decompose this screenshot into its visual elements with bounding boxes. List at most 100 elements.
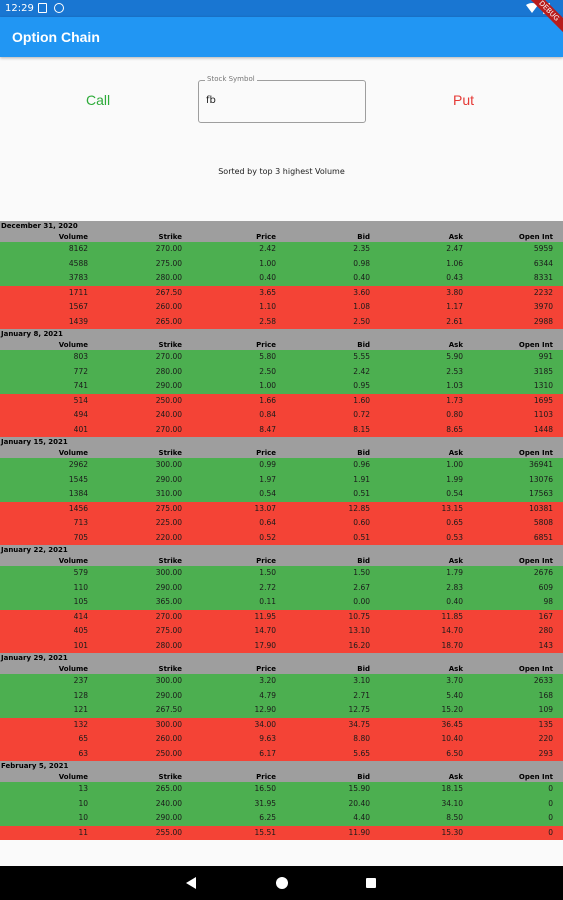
- stock-symbol-field[interactable]: Stock Symbol fb: [198, 75, 366, 123]
- option-cell: 13.07: [254, 503, 276, 513]
- option-cell: 280.00: [155, 366, 182, 376]
- option-cell: 98: [543, 597, 553, 606]
- put-button[interactable]: Put: [453, 92, 475, 108]
- option-cell: 401: [73, 424, 88, 434]
- option-cell: 109: [538, 705, 553, 714]
- option-cell: 11: [78, 827, 88, 837]
- option-cell: 168: [538, 690, 553, 700]
- column-header: Price: [256, 233, 276, 241]
- call-option-row[interactable]: 13 265.00 16.50 15.90 18.15 0: [0, 782, 563, 797]
- call-option-row[interactable]: 10 290.00 6.25 4.40 8.50 0: [0, 811, 563, 826]
- option-cell: 6.17: [259, 748, 276, 758]
- option-cell: 2.35: [353, 244, 370, 253]
- option-cell: 6851: [533, 532, 553, 542]
- option-cell: 63: [78, 748, 88, 758]
- put-option-row[interactable]: 1456 275.00 13.07 12.85 13.15 10381: [0, 501, 563, 516]
- expiry-date: January 29, 2021: [1, 654, 68, 662]
- put-option-row[interactable]: 132 300.00 34.00 34.75 36.45 135: [0, 717, 563, 732]
- option-cell: 1456: [68, 503, 88, 513]
- option-cell: 1384: [68, 489, 88, 498]
- option-cell: 514: [73, 395, 88, 405]
- column-header: Price: [256, 665, 276, 673]
- call-option-row[interactable]: 121 267.50 12.90 12.75 15.20 109: [0, 703, 563, 718]
- option-cell: 3783: [68, 273, 88, 282]
- call-option-row[interactable]: 110 290.00 2.72 2.67 2.83 609: [0, 580, 563, 595]
- call-option-row[interactable]: 1384 310.00 0.54 0.51 0.54 17563: [0, 487, 563, 502]
- option-cell: 15.90: [348, 784, 370, 793]
- put-option-row[interactable]: 401 270.00 8.47 8.15 8.65 1448: [0, 422, 563, 437]
- option-cell: 2.42: [353, 366, 370, 376]
- option-cell: 1.06: [446, 258, 463, 268]
- option-cell: 0.00: [353, 597, 370, 606]
- call-option-row[interactable]: 741 290.00 1.00 0.95 1.03 1310: [0, 379, 563, 394]
- option-cell: 2.42: [259, 244, 276, 253]
- option-cell: 0.51: [353, 489, 370, 498]
- option-cell: 0.40: [446, 597, 463, 606]
- put-option-row[interactable]: 705 220.00 0.52 0.51 0.53 6851: [0, 530, 563, 545]
- option-cell: 1310: [533, 381, 553, 390]
- put-option-row[interactable]: 1567 260.00 1.10 1.08 1.17 3970: [0, 300, 563, 315]
- option-cell: 8162: [68, 244, 88, 253]
- call-option-row[interactable]: 1545 290.00 1.97 1.91 1.99 13076: [0, 472, 563, 487]
- expiry-group-header: January 29, 2021 Volume Strike Price Bid Ask O…: [0, 653, 563, 674]
- call-option-row[interactable]: 3783 280.00 0.40 0.40 0.43 8331: [0, 271, 563, 286]
- option-cell: 2.72: [259, 582, 276, 592]
- put-option-row[interactable]: 1711 267.50 3.65 3.60 3.80 2232: [0, 285, 563, 300]
- call-option-row[interactable]: 2962 300.00 0.99 0.96 1.00 36941: [0, 458, 563, 473]
- expiry-group-header: February 5, 2021 Volume Strike Price Bid Ask O…: [0, 761, 563, 782]
- put-option-row[interactable]: 1439 265.00 2.58 2.50 2.61 2988: [0, 314, 563, 329]
- call-option-row[interactable]: 10 240.00 31.95 20.40 34.10 0: [0, 796, 563, 811]
- put-option-row[interactable]: 405 275.00 14.70 13.10 14.70 280: [0, 624, 563, 639]
- column-header: Open Int: [518, 665, 553, 673]
- option-cell: 8.47: [259, 424, 276, 434]
- column-header: Volume: [58, 665, 88, 673]
- call-option-row[interactable]: 128 290.00 4.79 2.71 5.40 168: [0, 688, 563, 703]
- put-option-row[interactable]: 65 260.00 9.63 8.80 10.40 220: [0, 732, 563, 747]
- put-option-row[interactable]: 514 250.00 1.66 1.60 1.73 1695: [0, 393, 563, 408]
- option-cell: 220.00: [155, 532, 182, 542]
- call-option-row[interactable]: 772 280.00 2.50 2.42 2.53 3185: [0, 364, 563, 379]
- option-cell: 2.83: [446, 582, 463, 592]
- option-cell: 3.60: [353, 287, 370, 297]
- option-cell: 6.50: [446, 748, 463, 758]
- option-cell: 13076: [529, 474, 553, 484]
- put-option-row[interactable]: 101 280.00 17.90 16.20 18.70 143: [0, 638, 563, 653]
- option-cell: 1103: [533, 410, 553, 419]
- wifi-icon: [526, 3, 538, 13]
- home-icon[interactable]: [276, 877, 288, 889]
- option-cell: 609: [538, 582, 553, 592]
- option-cell: 0.96: [353, 460, 370, 469]
- put-option-row[interactable]: 713 225.00 0.64 0.60 0.65 5808: [0, 516, 563, 531]
- option-cell: 20.40: [348, 798, 370, 808]
- option-cell: 237: [73, 676, 88, 685]
- option-cell: 6.25: [259, 813, 276, 822]
- put-option-row[interactable]: 414 270.00 11.95 10.75 11.85 167: [0, 609, 563, 624]
- call-option-row[interactable]: 579 300.00 1.50 1.50 1.79 2676: [0, 566, 563, 581]
- put-option-row[interactable]: 494 240.00 0.84 0.72 0.80 1103: [0, 408, 563, 423]
- call-option-row[interactable]: 237 300.00 3.20 3.10 3.70 2633: [0, 674, 563, 689]
- option-cell: 132: [73, 719, 88, 729]
- expiry-date: February 5, 2021: [1, 762, 69, 770]
- option-cell: 101: [73, 640, 88, 650]
- recent-apps-icon[interactable]: [366, 878, 376, 888]
- call-option-row[interactable]: 803 270.00 5.80 5.55 5.90 991: [0, 350, 563, 365]
- option-cell: 11.95: [254, 611, 276, 621]
- option-cell: 5.40: [446, 690, 463, 700]
- option-cell: 494: [73, 410, 88, 419]
- call-button[interactable]: Call: [86, 92, 111, 108]
- put-option-row[interactable]: 63 250.00 6.17 5.65 6.50 293: [0, 746, 563, 761]
- column-header: Ask: [448, 341, 463, 349]
- option-cell: 3.70: [446, 676, 463, 685]
- back-icon[interactable]: [186, 877, 196, 889]
- expiry-date: December 31, 2020: [1, 222, 78, 230]
- option-cell: 0: [548, 798, 553, 808]
- put-option-row[interactable]: 11 255.00 15.51 11.90 15.30 0: [0, 825, 563, 840]
- column-header: Ask: [448, 773, 463, 781]
- stock-symbol-input[interactable]: fb: [206, 95, 216, 106]
- option-cell: 8.80: [353, 734, 370, 743]
- option-chain-list[interactable]: December 31, 2020 Volume Strike Price Bid Ask…: [0, 221, 563, 845]
- call-option-row[interactable]: 4588 275.00 1.00 0.98 1.06 6344: [0, 256, 563, 271]
- call-option-row[interactable]: 105 365.00 0.11 0.00 0.40 98: [0, 595, 563, 610]
- call-option-row[interactable]: 8162 270.00 2.42 2.35 2.47 5959: [0, 242, 563, 257]
- column-header: Open Int: [518, 449, 553, 457]
